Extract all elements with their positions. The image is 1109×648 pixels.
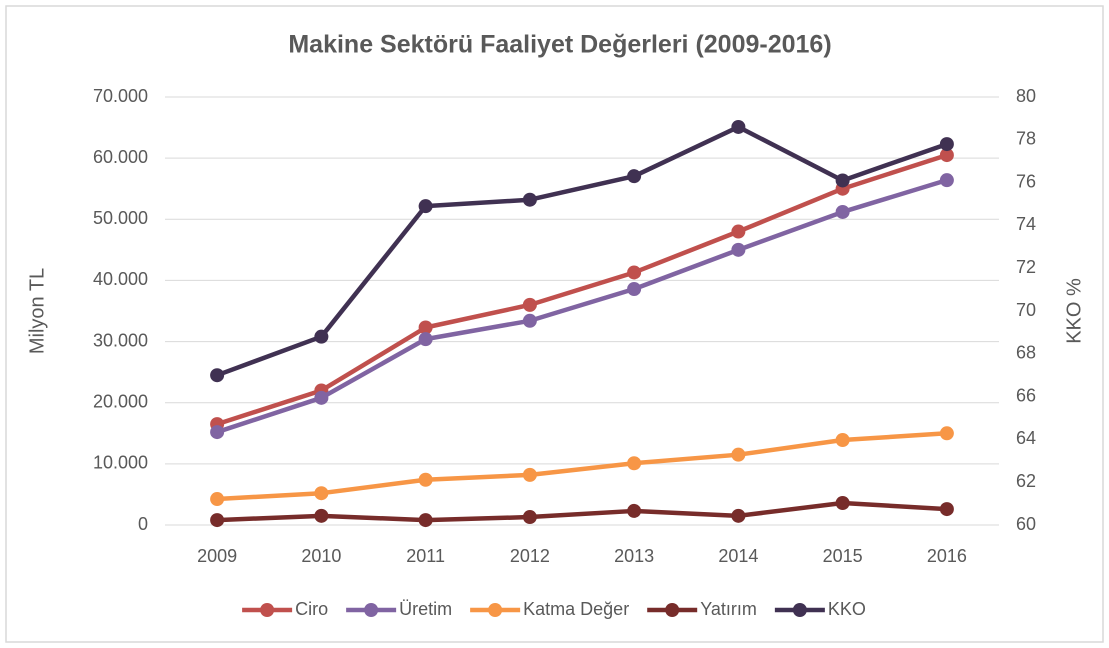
- point: [939, 137, 954, 152]
- legend-marker: [260, 603, 275, 617]
- point: [939, 426, 954, 441]
- point: [939, 173, 954, 188]
- x-tick-label: 2012: [510, 546, 550, 566]
- point: [835, 204, 850, 219]
- legend-label: Yatırım: [700, 599, 757, 619]
- legend-marker: [488, 603, 503, 617]
- point: [314, 508, 329, 523]
- legend-item: Üretim: [346, 599, 452, 619]
- point: [522, 467, 537, 482]
- legend-item: Yatırım: [647, 599, 757, 619]
- point: [627, 456, 642, 471]
- y-axis-label: Milyon TL: [26, 268, 48, 354]
- point: [627, 281, 642, 296]
- legend-marker: [665, 603, 680, 617]
- point: [210, 513, 225, 528]
- point: [210, 425, 225, 440]
- x-tick-label: 2013: [614, 546, 654, 566]
- legend: Ciro Üretim Katma Değer Yatırım KKO: [242, 599, 866, 619]
- series-line: [216, 124, 948, 378]
- y-tick-label: 10.000: [93, 453, 148, 473]
- point: [418, 199, 433, 214]
- point: [731, 508, 746, 523]
- point: [835, 495, 850, 510]
- point: [418, 513, 433, 528]
- chart-border: [5, 5, 1104, 643]
- y2-tick-label: 80: [1016, 86, 1036, 106]
- y2-tick-label: 70: [1016, 300, 1036, 320]
- legend-marker: [792, 603, 807, 617]
- y2-tick-label: 74: [1016, 214, 1036, 234]
- point: [522, 510, 537, 525]
- y-tick-label: 30.000: [93, 330, 148, 350]
- y2-tick-label: 78: [1016, 129, 1036, 149]
- point: [939, 148, 954, 163]
- y2-tick-label: 62: [1016, 471, 1036, 491]
- point: [835, 433, 850, 448]
- point: [418, 472, 433, 487]
- point: [731, 224, 746, 239]
- series-line: [216, 178, 948, 435]
- point: [314, 329, 329, 344]
- series-line: [217, 500, 948, 523]
- point: [522, 297, 537, 312]
- y2-tick-label: 72: [1016, 257, 1036, 277]
- x-tick-label: 2011: [406, 546, 445, 566]
- y2-tick-label: 68: [1016, 343, 1036, 363]
- point: [731, 242, 746, 257]
- series-line: [216, 152, 948, 427]
- point: [731, 447, 746, 462]
- point: [939, 502, 954, 517]
- y2-axis-label: KKO %: [1063, 278, 1085, 344]
- point: [418, 320, 433, 335]
- y-tick-label: 60.000: [93, 147, 148, 167]
- legend-label: Ciro: [295, 599, 328, 619]
- x-tick-label: 2010: [301, 546, 341, 566]
- point: [418, 332, 433, 347]
- legend-label: Üretim: [399, 599, 452, 619]
- y-tick-label: 70.000: [93, 86, 148, 106]
- x-tick-label: 2009: [197, 546, 237, 566]
- y2-tick-label: 66: [1016, 385, 1036, 405]
- point: [731, 119, 746, 134]
- legend-item: Katma Değer: [470, 599, 629, 619]
- point: [627, 503, 642, 518]
- legend-item: KKO: [774, 599, 866, 619]
- y-tick-label: 50.000: [93, 208, 148, 228]
- y2-tick-label: 64: [1016, 428, 1036, 448]
- point: [627, 265, 642, 280]
- x-tick-label: 2014: [718, 546, 758, 566]
- point: [210, 492, 225, 507]
- point: [314, 486, 329, 501]
- y-tick-label: 0: [138, 514, 148, 534]
- x-tick-label: 2016: [927, 546, 967, 566]
- series-line: [216, 431, 948, 502]
- point: [522, 313, 537, 328]
- point: [210, 368, 225, 383]
- chart-title: Makine Sektörü Faaliyet Değerleri (2009-…: [288, 31, 831, 59]
- y2-tick-label: 60: [1016, 514, 1036, 534]
- legend-label: Katma Değer: [523, 599, 629, 619]
- y-tick-label: 20.000: [93, 391, 148, 411]
- point: [835, 173, 850, 188]
- legend-item: Ciro: [242, 599, 328, 619]
- x-tick-label: 2015: [823, 546, 863, 566]
- legend-label: KKO: [828, 599, 866, 619]
- point: [314, 390, 329, 405]
- legend-marker: [364, 603, 379, 617]
- point: [627, 169, 642, 184]
- y-tick-label: 40.000: [93, 269, 148, 289]
- y2-tick-label: 76: [1016, 171, 1036, 191]
- point: [522, 192, 537, 207]
